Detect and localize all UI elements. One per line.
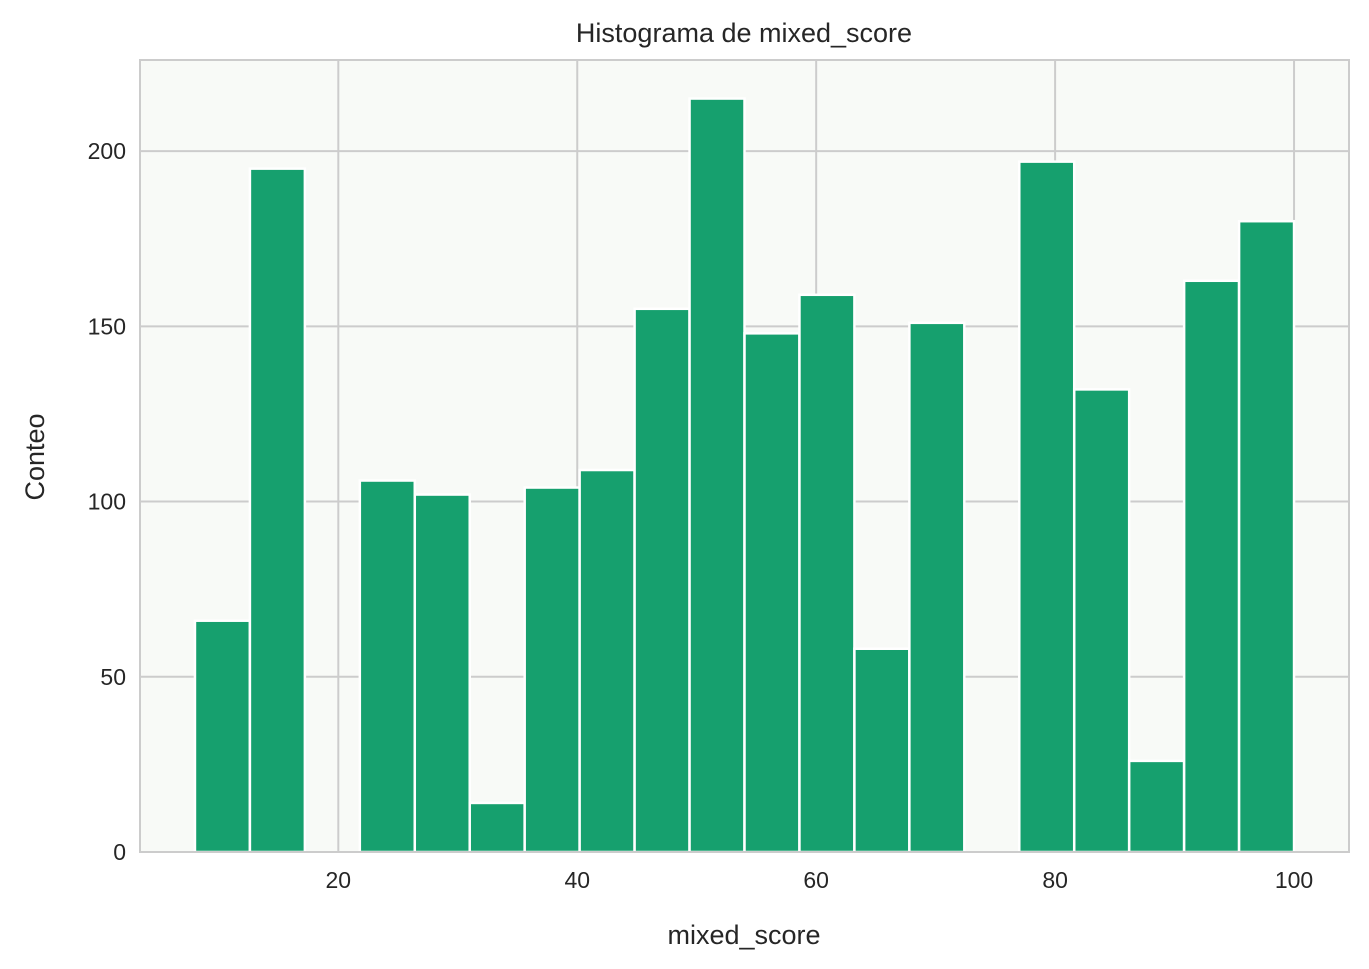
y-tick-label: 0 [113, 839, 126, 865]
histogram-bar [523, 486, 581, 854]
x-tick-label: 40 [564, 867, 590, 893]
x-axis-label: mixed_score [667, 920, 820, 950]
histogram-bar [193, 619, 252, 854]
x-tick-label: 20 [326, 867, 352, 893]
histogram-bar [1182, 279, 1241, 854]
histogram-bar [1072, 388, 1131, 854]
histogram-bar [1237, 219, 1296, 854]
bars [193, 97, 1296, 854]
histogram-bar [1127, 759, 1186, 854]
histogram-bar [1018, 160, 1076, 854]
histogram-bar [358, 479, 417, 854]
y-axis-label: Conteo [20, 413, 50, 500]
chart-title: Histograma de mixed_score [576, 18, 912, 48]
histogram-bar [248, 167, 307, 854]
histogram-bar [468, 801, 526, 854]
plot-frame [139, 59, 1350, 853]
histogram-bar [743, 332, 801, 854]
y-tick-label: 200 [88, 138, 126, 164]
y-tick-label: 100 [88, 489, 126, 515]
histogram-bar [798, 293, 856, 854]
y-tick-label: 150 [88, 313, 126, 339]
y-tick-label: 50 [100, 664, 126, 690]
tick-labels: 20 40 60 80 100 0 50 100 150 200 [88, 138, 1314, 893]
histogram-bar [413, 493, 471, 854]
histogram-bar [578, 468, 636, 854]
histogram-bar [688, 97, 746, 854]
x-tick-label: 60 [803, 867, 829, 893]
histogram-bar [908, 321, 966, 854]
histogram-bar [633, 307, 691, 854]
x-tick-label: 80 [1042, 867, 1068, 893]
histogram-bar [853, 647, 911, 854]
x-tick-label: 100 [1275, 867, 1313, 893]
